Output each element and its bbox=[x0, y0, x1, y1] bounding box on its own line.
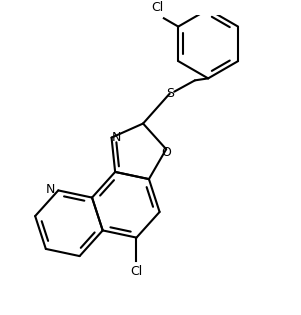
Text: Cl: Cl bbox=[130, 266, 143, 278]
Text: N: N bbox=[46, 183, 55, 196]
Text: N: N bbox=[111, 131, 121, 144]
Text: O: O bbox=[161, 146, 171, 159]
Text: S: S bbox=[166, 87, 174, 100]
Text: Cl: Cl bbox=[151, 1, 163, 14]
